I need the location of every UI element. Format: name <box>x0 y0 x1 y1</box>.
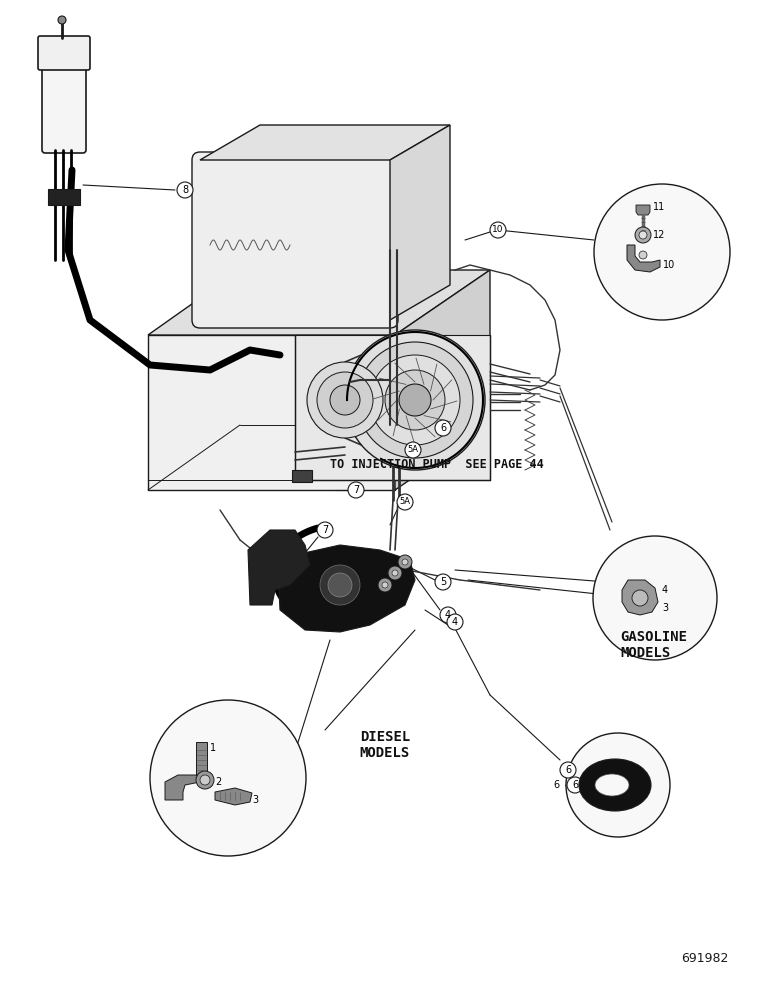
FancyBboxPatch shape <box>192 152 398 328</box>
Circle shape <box>398 555 412 569</box>
Circle shape <box>385 370 445 430</box>
Polygon shape <box>148 270 490 335</box>
Polygon shape <box>248 530 310 605</box>
Circle shape <box>447 614 463 630</box>
Text: 11: 11 <box>653 202 665 212</box>
Circle shape <box>405 442 421 458</box>
Circle shape <box>435 574 451 590</box>
Polygon shape <box>627 245 660 272</box>
Polygon shape <box>390 125 450 320</box>
Text: 6: 6 <box>565 765 571 775</box>
Circle shape <box>402 559 408 565</box>
Text: DIESEL
MODELS: DIESEL MODELS <box>360 730 410 760</box>
Text: 2: 2 <box>215 777 222 787</box>
Text: 10: 10 <box>663 260 676 270</box>
Text: 1: 1 <box>210 743 216 753</box>
Circle shape <box>200 775 210 785</box>
Text: 7: 7 <box>353 485 359 495</box>
Circle shape <box>58 16 66 24</box>
Circle shape <box>357 342 473 458</box>
Ellipse shape <box>579 759 651 811</box>
Polygon shape <box>196 742 207 775</box>
Text: TO INJECTION PUMP  SEE PAGE 44: TO INJECTION PUMP SEE PAGE 44 <box>330 458 543 472</box>
Circle shape <box>435 420 451 436</box>
Text: 4: 4 <box>662 585 668 595</box>
FancyBboxPatch shape <box>38 36 90 70</box>
Circle shape <box>177 182 193 198</box>
Circle shape <box>567 777 583 793</box>
Circle shape <box>399 384 431 416</box>
Circle shape <box>490 222 506 238</box>
Circle shape <box>328 573 352 597</box>
Text: 5: 5 <box>440 577 446 587</box>
Polygon shape <box>622 580 658 615</box>
Circle shape <box>196 771 214 789</box>
Circle shape <box>150 700 306 856</box>
Circle shape <box>560 762 576 778</box>
Text: 4: 4 <box>452 617 458 627</box>
Polygon shape <box>165 775 200 800</box>
Circle shape <box>632 590 648 606</box>
Circle shape <box>639 251 647 259</box>
Text: 7: 7 <box>322 525 328 535</box>
Circle shape <box>378 578 392 592</box>
Circle shape <box>392 570 398 576</box>
Circle shape <box>440 607 456 623</box>
Circle shape <box>639 231 647 239</box>
Text: 10: 10 <box>493 226 504 234</box>
Text: 6: 6 <box>572 780 578 790</box>
Text: 3: 3 <box>662 603 668 613</box>
Circle shape <box>317 372 373 428</box>
Text: 3: 3 <box>252 795 258 805</box>
Circle shape <box>307 362 383 438</box>
Polygon shape <box>295 335 490 480</box>
FancyBboxPatch shape <box>48 189 80 205</box>
Text: 12: 12 <box>653 230 665 240</box>
Polygon shape <box>148 335 395 490</box>
Text: 5A: 5A <box>399 497 411 506</box>
Circle shape <box>317 522 333 538</box>
Polygon shape <box>636 205 650 215</box>
Circle shape <box>345 330 485 470</box>
Polygon shape <box>395 270 490 490</box>
Polygon shape <box>200 125 450 160</box>
Text: 8: 8 <box>182 185 188 195</box>
FancyBboxPatch shape <box>292 470 312 482</box>
Text: 6: 6 <box>554 780 560 790</box>
Polygon shape <box>215 788 252 805</box>
Text: 6: 6 <box>440 423 446 433</box>
Circle shape <box>593 536 717 660</box>
Circle shape <box>370 355 460 445</box>
Text: GASOLINE
MODELS: GASOLINE MODELS <box>620 630 687 660</box>
Text: 691982: 691982 <box>681 952 728 965</box>
Circle shape <box>397 494 413 510</box>
Polygon shape <box>278 545 415 632</box>
Ellipse shape <box>595 774 629 796</box>
Circle shape <box>388 566 402 580</box>
Circle shape <box>566 733 670 837</box>
Circle shape <box>348 482 364 498</box>
Circle shape <box>330 385 360 415</box>
Text: 4: 4 <box>445 610 451 620</box>
Circle shape <box>382 582 388 588</box>
Text: 5A: 5A <box>408 446 418 454</box>
Circle shape <box>594 184 730 320</box>
FancyBboxPatch shape <box>42 62 86 153</box>
Circle shape <box>635 227 651 243</box>
Circle shape <box>320 565 360 605</box>
